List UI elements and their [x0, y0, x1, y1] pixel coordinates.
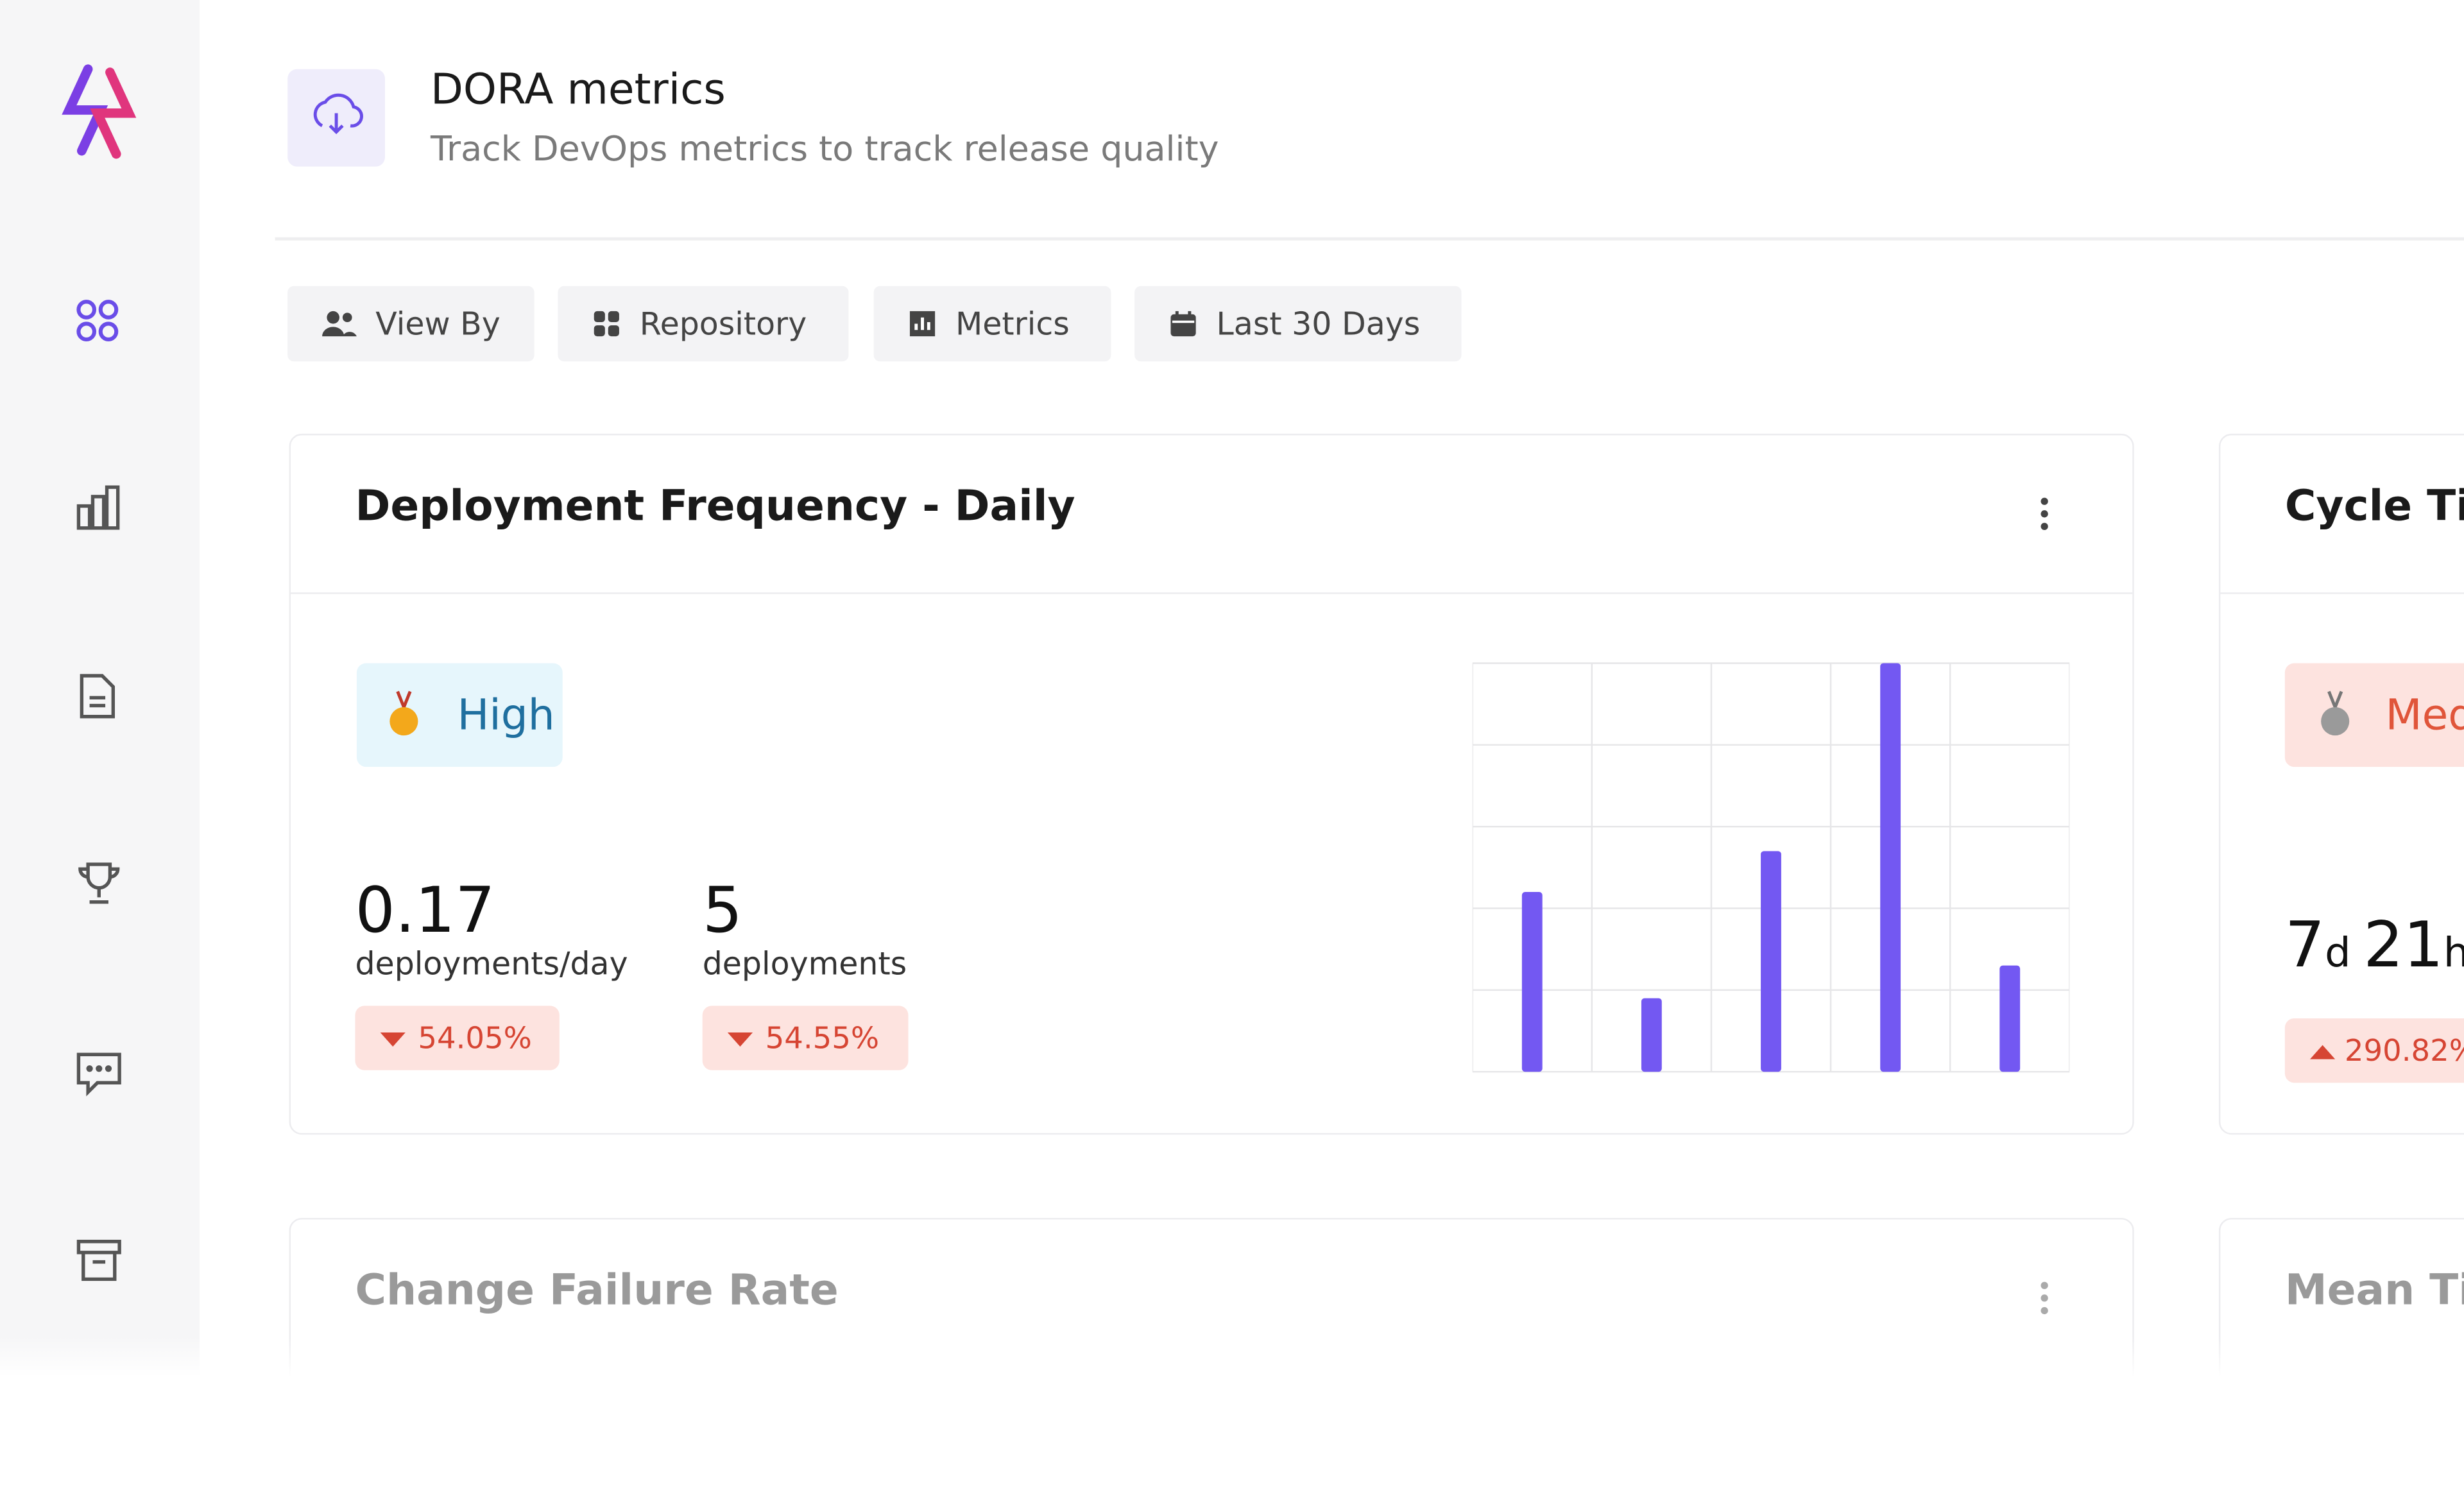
filter-label: Repository	[639, 305, 807, 343]
change-pill: 54.05%	[355, 1006, 560, 1070]
stat-unit: deployments/day	[355, 944, 628, 982]
change-pill: 54.55%	[702, 1006, 909, 1070]
page-subtitle: Track DevOps metrics to track release qu…	[431, 130, 1219, 170]
change-label: 290.82%	[2344, 1033, 2464, 1068]
filter-button[interactable]: Last 30 Days	[1134, 286, 1462, 362]
change-pill: 290.82%	[2284, 1018, 2464, 1083]
nav-dashboard[interactable]	[76, 298, 120, 343]
bar	[1880, 663, 1901, 1072]
fade	[0, 1335, 2464, 1499]
filter-button[interactable]: Repository	[558, 286, 849, 362]
change-label: 54.05%	[418, 1020, 532, 1056]
kebab-menu[interactable]	[2035, 1279, 2053, 1320]
nav-reports[interactable]	[76, 484, 123, 531]
nav-awards[interactable]	[76, 860, 123, 907]
logo	[62, 64, 137, 159]
metric-card: Deployment Frequency - Daily High 0.17 d…	[289, 433, 2134, 1135]
value-part: 21	[2363, 909, 2443, 982]
kebab-menu[interactable]	[2035, 495, 2053, 536]
card-title: Deployment Frequency - Daily	[355, 482, 1075, 531]
filter-label: Metrics	[955, 305, 1070, 343]
stat-unit: deployments	[702, 944, 907, 982]
stat-value: 7d21h	[2285, 910, 2464, 982]
bar	[1641, 998, 1662, 1072]
change-label: 54.55%	[765, 1020, 880, 1056]
bar	[1999, 965, 2021, 1072]
divider	[291, 592, 2133, 594]
filter-label: Last 30 Days	[1216, 305, 1421, 343]
stat-value: 0.17	[355, 875, 495, 948]
badge-label: Medi	[2385, 690, 2464, 740]
filter-label: View By	[375, 305, 501, 343]
rating-badge: High	[356, 663, 563, 767]
card-title: Mean Ti	[2284, 1266, 2464, 1315]
bar-chart	[1472, 662, 2070, 1073]
filter-button[interactable]: View By	[287, 286, 535, 362]
nav-archive[interactable]	[76, 1237, 123, 1283]
bar	[1761, 851, 1781, 1072]
nav-docs[interactable]	[76, 672, 120, 719]
page-title: DORA metrics	[431, 65, 726, 115]
value-part: h	[2443, 930, 2464, 977]
header-icon	[287, 69, 386, 167]
sidebar	[0, 0, 200, 1499]
value-part: 7	[2284, 909, 2325, 982]
badge-label: High	[457, 690, 555, 740]
card-title: Cycle Ti	[2284, 482, 2464, 531]
divider	[275, 237, 2464, 241]
metric-card: Cycle Ti Medi 7d21h 290.82%	[2218, 433, 2464, 1135]
stat-value: 5	[702, 875, 743, 948]
nav-chat[interactable]	[76, 1050, 123, 1097]
card-title: Change Failure Rate	[355, 1266, 839, 1315]
bar	[1521, 892, 1543, 1072]
divider	[2220, 592, 2464, 594]
value-part: d	[2325, 930, 2351, 978]
rating-badge: Medi	[2284, 663, 2464, 767]
filter-button[interactable]: Metrics	[873, 286, 1111, 362]
